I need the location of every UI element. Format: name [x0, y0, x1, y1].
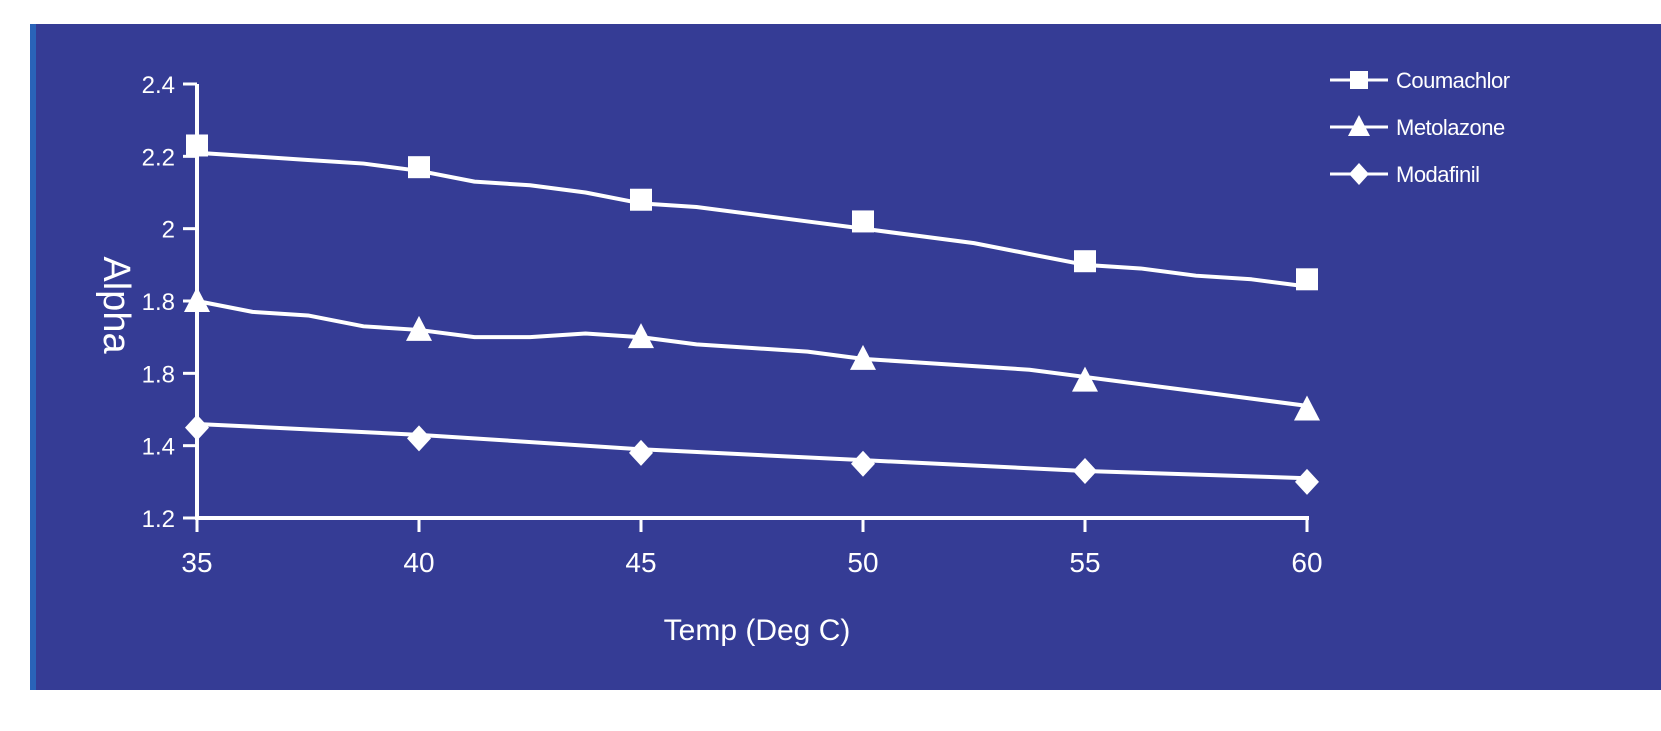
y-tick-label: 1.8 — [142, 361, 175, 388]
metolazone-point — [628, 323, 654, 349]
series-layer — [184, 134, 1320, 495]
modafinil-point — [1073, 457, 1097, 484]
metolazone-line — [196, 299, 1308, 408]
coumachlor-point — [630, 188, 652, 211]
coumachlor-point — [186, 134, 208, 157]
metolazone-point — [850, 344, 876, 370]
modafinil-point — [629, 439, 653, 466]
y-tick-label: 1.4 — [142, 434, 175, 461]
x-tick-label: 60 — [1291, 547, 1322, 578]
y-axis-ticks: 1.2 1.4 1.8 1.8 2 2.2 2.4 — [142, 72, 197, 533]
legend: Coumachlor Metolazone Modafinil — [1330, 68, 1510, 187]
x-axis-title: Temp (Deg C) — [664, 614, 851, 647]
legend-marker-diamond — [1349, 163, 1369, 185]
coumachlor-point — [1296, 268, 1318, 291]
coumachlor-point — [1074, 250, 1096, 273]
coumachlor-point — [408, 156, 430, 179]
metolazone-point — [1294, 395, 1320, 421]
coumachlor-point — [852, 210, 874, 233]
legend-marker-square — [1350, 71, 1368, 89]
y-tick-label: 1.2 — [142, 506, 175, 533]
legend-label: Metolazone — [1396, 115, 1505, 140]
legend-label: Modafinil — [1396, 162, 1480, 187]
metolazone-point — [1072, 366, 1098, 392]
y-axis-title: Alpha — [95, 256, 137, 354]
x-axis-ticks: 35 40 45 50 55 60 — [181, 518, 1323, 578]
modafinil-point — [185, 414, 209, 441]
x-tick-label: 40 — [403, 547, 434, 578]
x-tick-label: 55 — [1069, 547, 1100, 578]
metolazone-point — [184, 287, 210, 312]
legend-item-modafinil: Modafinil — [1330, 162, 1480, 187]
coumachlor-line — [196, 150, 1308, 289]
modafinil-point — [1295, 468, 1319, 495]
y-tick-label: 2 — [162, 217, 175, 244]
modafinil-point — [407, 425, 431, 452]
y-tick-label: 2.2 — [142, 144, 175, 171]
series-metolazone — [184, 287, 1320, 421]
legend-item-metolazone: Metolazone — [1330, 115, 1506, 140]
modafinil-line — [196, 421, 1308, 481]
y-tick-label: 1.8 — [142, 289, 175, 316]
x-tick-label: 35 — [181, 547, 212, 578]
x-tick-label: 45 — [625, 547, 656, 578]
series-modafinil — [185, 414, 1319, 495]
series-coumachlor — [186, 134, 1318, 291]
metolazone-point — [406, 315, 432, 341]
modafinil-point — [851, 450, 875, 477]
legend-marker-triangle — [1348, 115, 1370, 136]
legend-item-coumachlor: Coumachlor — [1330, 68, 1510, 93]
x-tick-label: 50 — [847, 547, 878, 578]
legend-label: Coumachlor — [1396, 68, 1510, 93]
y-tick-label: 2.4 — [142, 72, 175, 99]
